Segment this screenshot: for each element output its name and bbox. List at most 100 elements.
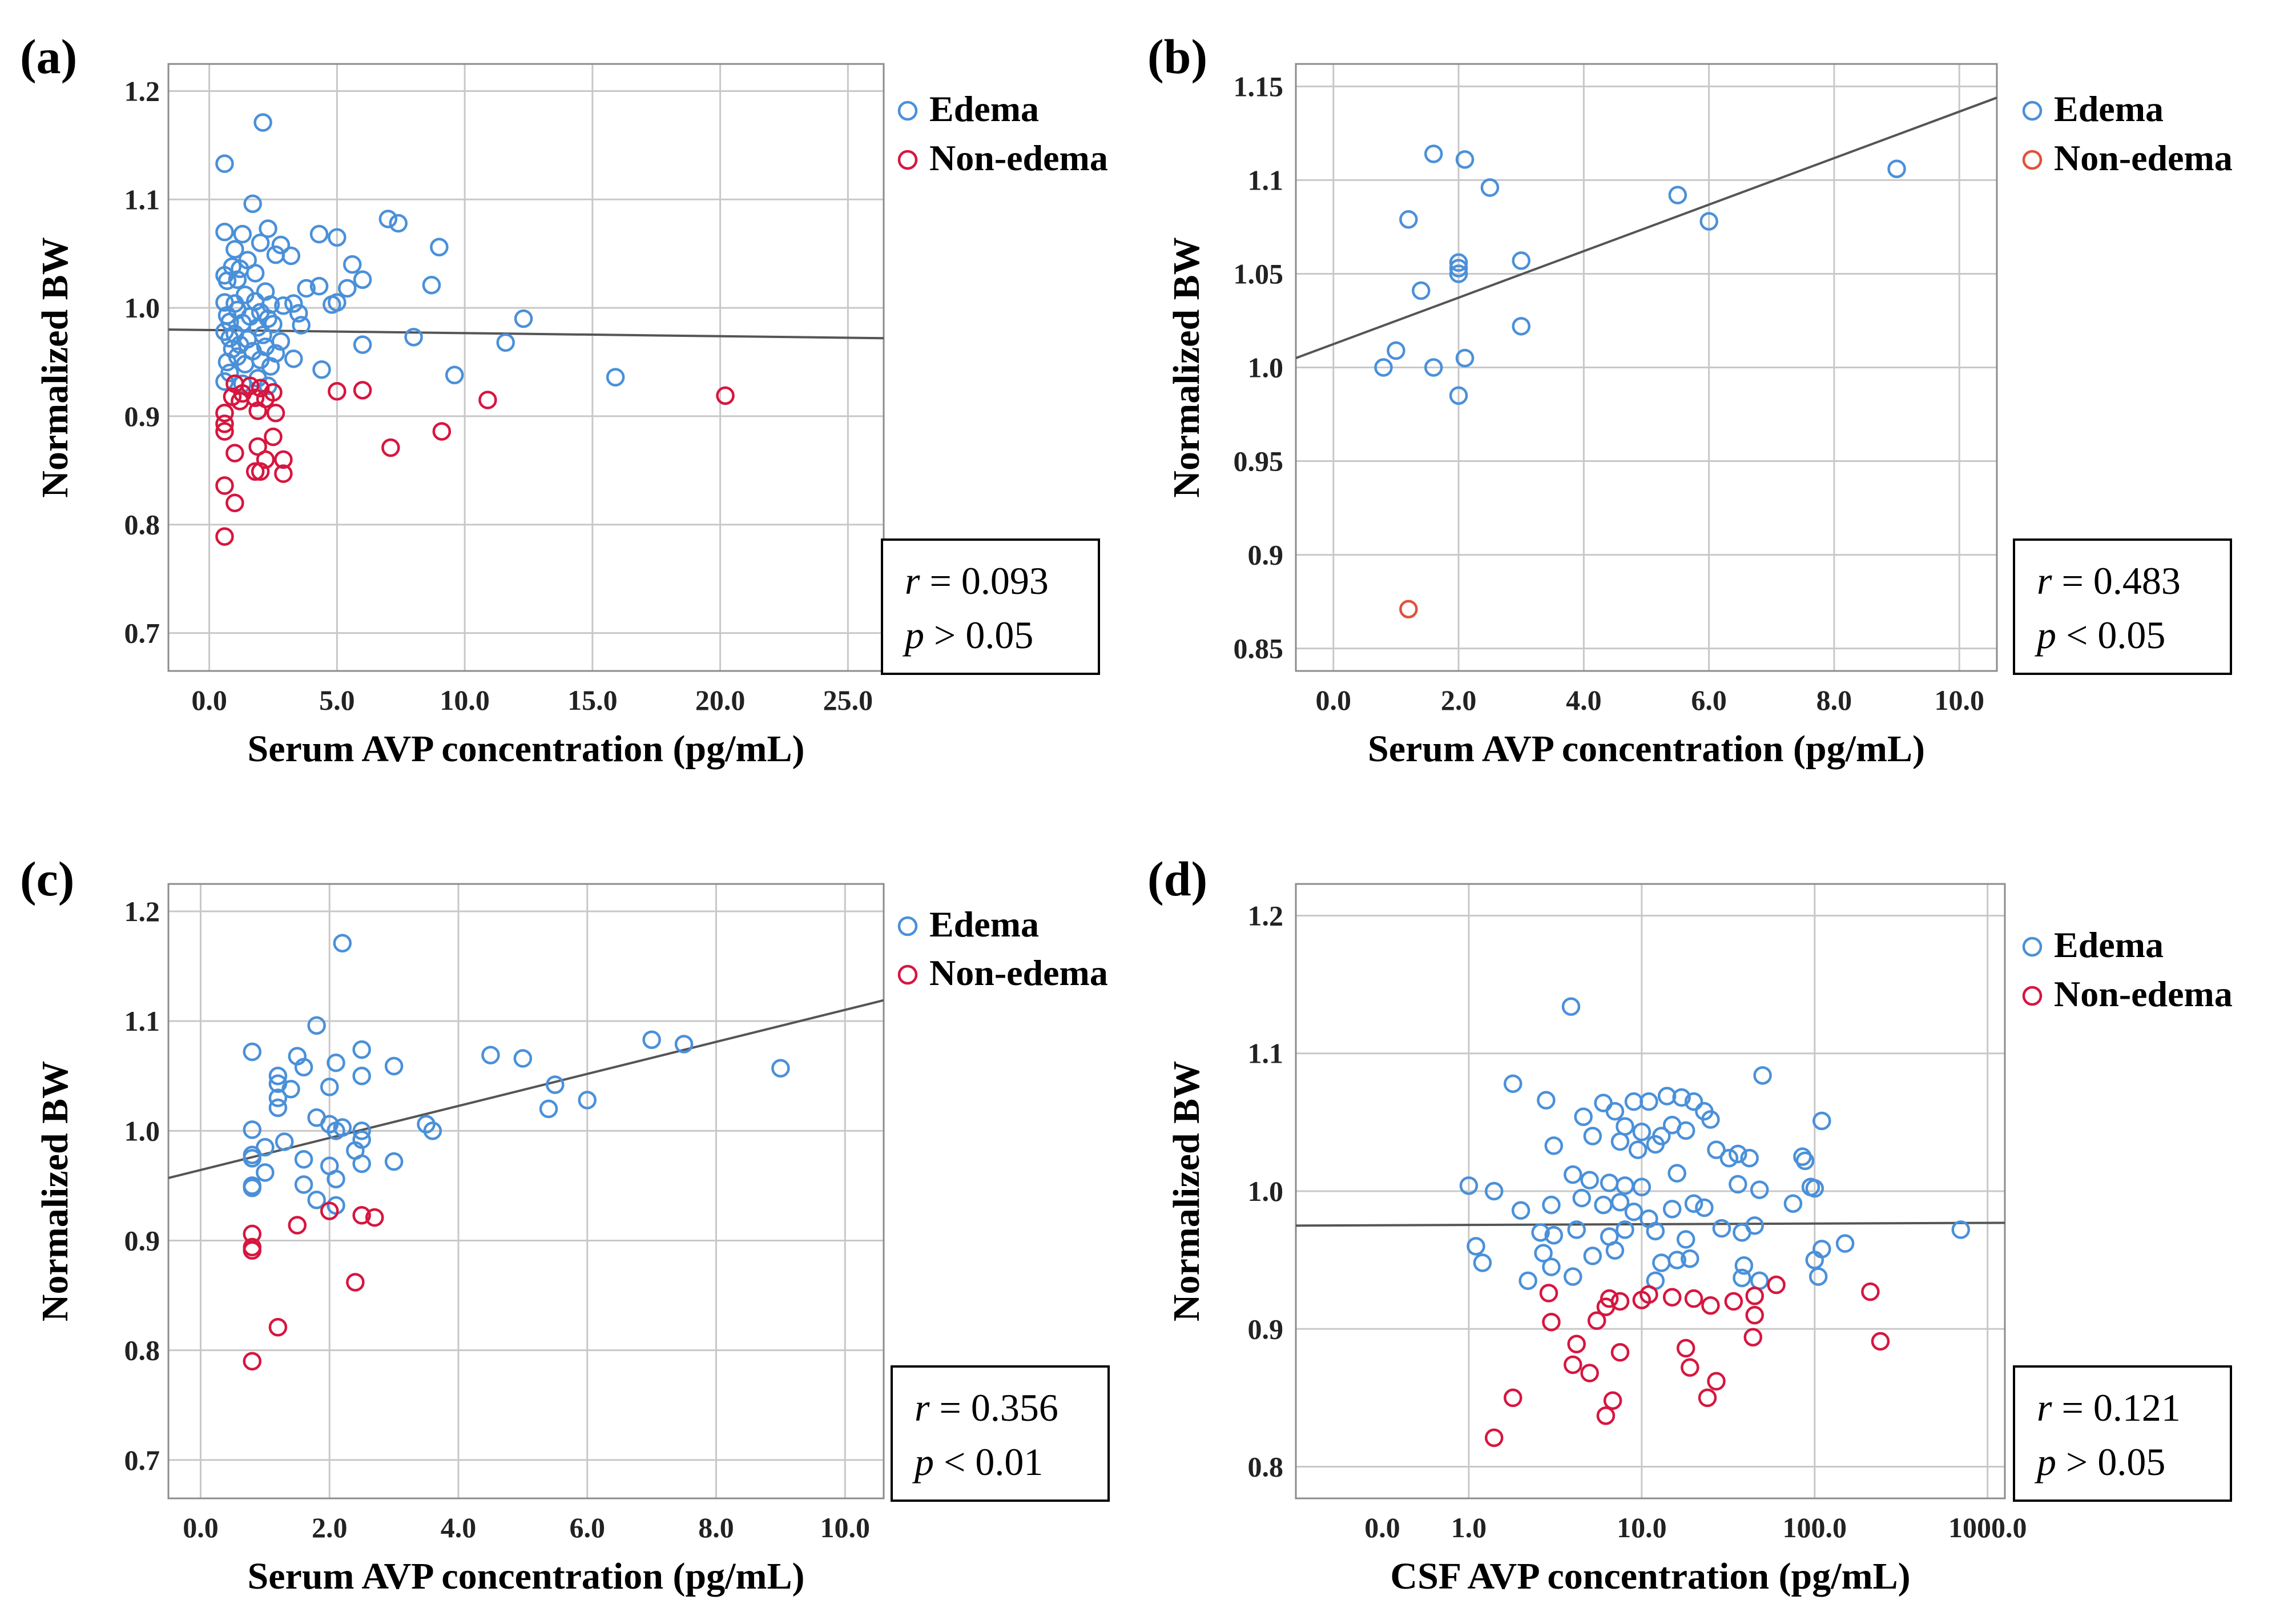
non-edema-point: [215, 476, 234, 495]
edema-point: [1667, 1251, 1686, 1269]
edema-point: [546, 1075, 565, 1094]
non-edema-point: [1399, 600, 1418, 618]
edema-point: [1707, 1140, 1726, 1159]
edema-point: [1783, 1194, 1803, 1213]
legend-non-edema-marker: [897, 964, 918, 985]
y-tick-label: 1.2: [124, 75, 160, 107]
non-edema-point: [1610, 1343, 1630, 1362]
edema-point: [1480, 178, 1500, 197]
edema-point: [274, 296, 293, 315]
panel-label: (d): [1147, 851, 1207, 906]
stat-p-symbol: p: [2035, 613, 2056, 657]
edema-point: [281, 246, 301, 266]
non-edema-point: [1745, 1287, 1764, 1305]
edema-point: [294, 1058, 313, 1077]
y-tick-label: 1.15: [1234, 70, 1284, 102]
y-tick-label: 1.1: [124, 183, 160, 215]
stat-p-value: > 0.05: [924, 613, 1033, 657]
legend-edema-label: Edema: [929, 89, 1039, 129]
regression-line: [168, 328, 884, 340]
edema-point: [225, 240, 244, 259]
non-edema-point: [251, 379, 270, 397]
non-edema-point: [365, 1208, 384, 1227]
x-axis-title: Serum AVP concentration (pg/mL): [248, 728, 805, 770]
x-tick-label: 2.0: [312, 1512, 348, 1543]
stat-p: p > 0.05: [2035, 1440, 2165, 1484]
edema-point: [1628, 1140, 1648, 1159]
legend-edema-marker: [2022, 936, 2043, 957]
x-tick-label: 0.0: [191, 684, 227, 716]
edema-point: [1605, 1241, 1625, 1260]
edema-point: [352, 1067, 371, 1086]
non-edema-point: [1596, 1297, 1616, 1316]
x-tick-label: 100.0: [1783, 1512, 1847, 1543]
edema-point: [513, 1049, 533, 1068]
edema-point: [243, 1042, 261, 1062]
edema-point: [642, 1030, 661, 1050]
edema-point: [1542, 1195, 1561, 1215]
edema-point: [1512, 317, 1530, 336]
x-tick-label: 1000.0: [1948, 1512, 2027, 1543]
edema-point: [353, 335, 372, 354]
y-tick-label: 0.85: [1234, 633, 1284, 665]
edema-point: [353, 270, 372, 289]
y-tick-label: 0.9: [124, 400, 160, 432]
edema-point: [1699, 212, 1718, 231]
edema-point: [422, 275, 441, 295]
edema-point: [1459, 1176, 1479, 1195]
stat-r: r = 0.121: [2037, 1386, 2181, 1429]
legend-edema-marker: [897, 916, 918, 936]
non-edema-point: [264, 427, 283, 447]
edema-point: [1646, 1221, 1665, 1241]
edema-point: [236, 355, 255, 374]
panel-d: 0.0 1.0 10.0 100.0 1000.0 0.8 0.9 1.0 1.1 1.2 CSF …: [1147, 851, 2233, 1597]
non-edema-point: [1707, 1372, 1726, 1391]
x-tick-label: 10.0: [1617, 1512, 1667, 1543]
edema-point: [384, 1152, 404, 1171]
non-edema-point: [225, 493, 244, 513]
edema-point: [1667, 1164, 1686, 1183]
edema-point: [1544, 1225, 1564, 1245]
non-edema-point: [215, 414, 234, 433]
non-edema-point: [1676, 1338, 1695, 1358]
non-edema-point: [243, 1241, 261, 1260]
non-edema-point: [1504, 1388, 1522, 1408]
non-edema-point: [215, 403, 234, 423]
edema-point: [215, 154, 234, 173]
y-tick-label: 0.7: [124, 617, 160, 649]
stat-p: p < 0.01: [912, 1440, 1043, 1484]
edema-point: [275, 1132, 294, 1151]
non-edema-point: [233, 384, 252, 403]
edema-point: [1605, 1102, 1625, 1121]
stat-p: p > 0.05: [903, 613, 1033, 657]
edema-point: [1512, 251, 1530, 270]
non-edema-point: [716, 386, 735, 405]
x-tick-label: 0.0: [183, 1512, 219, 1543]
non-edema-point: [1484, 1428, 1504, 1448]
non-edema-point: [288, 1216, 307, 1235]
edema-point: [243, 1149, 261, 1168]
edema-point: [320, 1078, 339, 1096]
edema-point: [481, 1046, 500, 1064]
edema-point: [268, 1067, 288, 1086]
x-tick-label: 10.0: [440, 684, 490, 716]
edema-point: [352, 1121, 371, 1140]
non-edema-point: [231, 392, 249, 411]
y-tick-label: 0.7: [124, 1444, 160, 1476]
non-edema-point: [274, 450, 293, 469]
x-axis-title: CSF AVP concentration (pg/mL): [1390, 1555, 1910, 1597]
y-tick-label: 0.8: [1248, 1451, 1284, 1483]
edema-point: [312, 360, 331, 379]
edema-point: [384, 1056, 404, 1076]
edema-point: [251, 233, 270, 252]
non-edema-point: [346, 1273, 365, 1292]
non-edema-point: [320, 1201, 339, 1220]
edema-point: [1684, 1092, 1703, 1111]
edema-point: [309, 276, 329, 296]
panel-label: (a): [20, 29, 77, 84]
legend-edema-label: Edema: [2054, 924, 2164, 965]
edema-point: [1887, 159, 1906, 178]
edema-point: [294, 1175, 313, 1194]
edema-point: [1616, 1220, 1634, 1239]
y-tick-label: 1.1: [1248, 164, 1284, 196]
